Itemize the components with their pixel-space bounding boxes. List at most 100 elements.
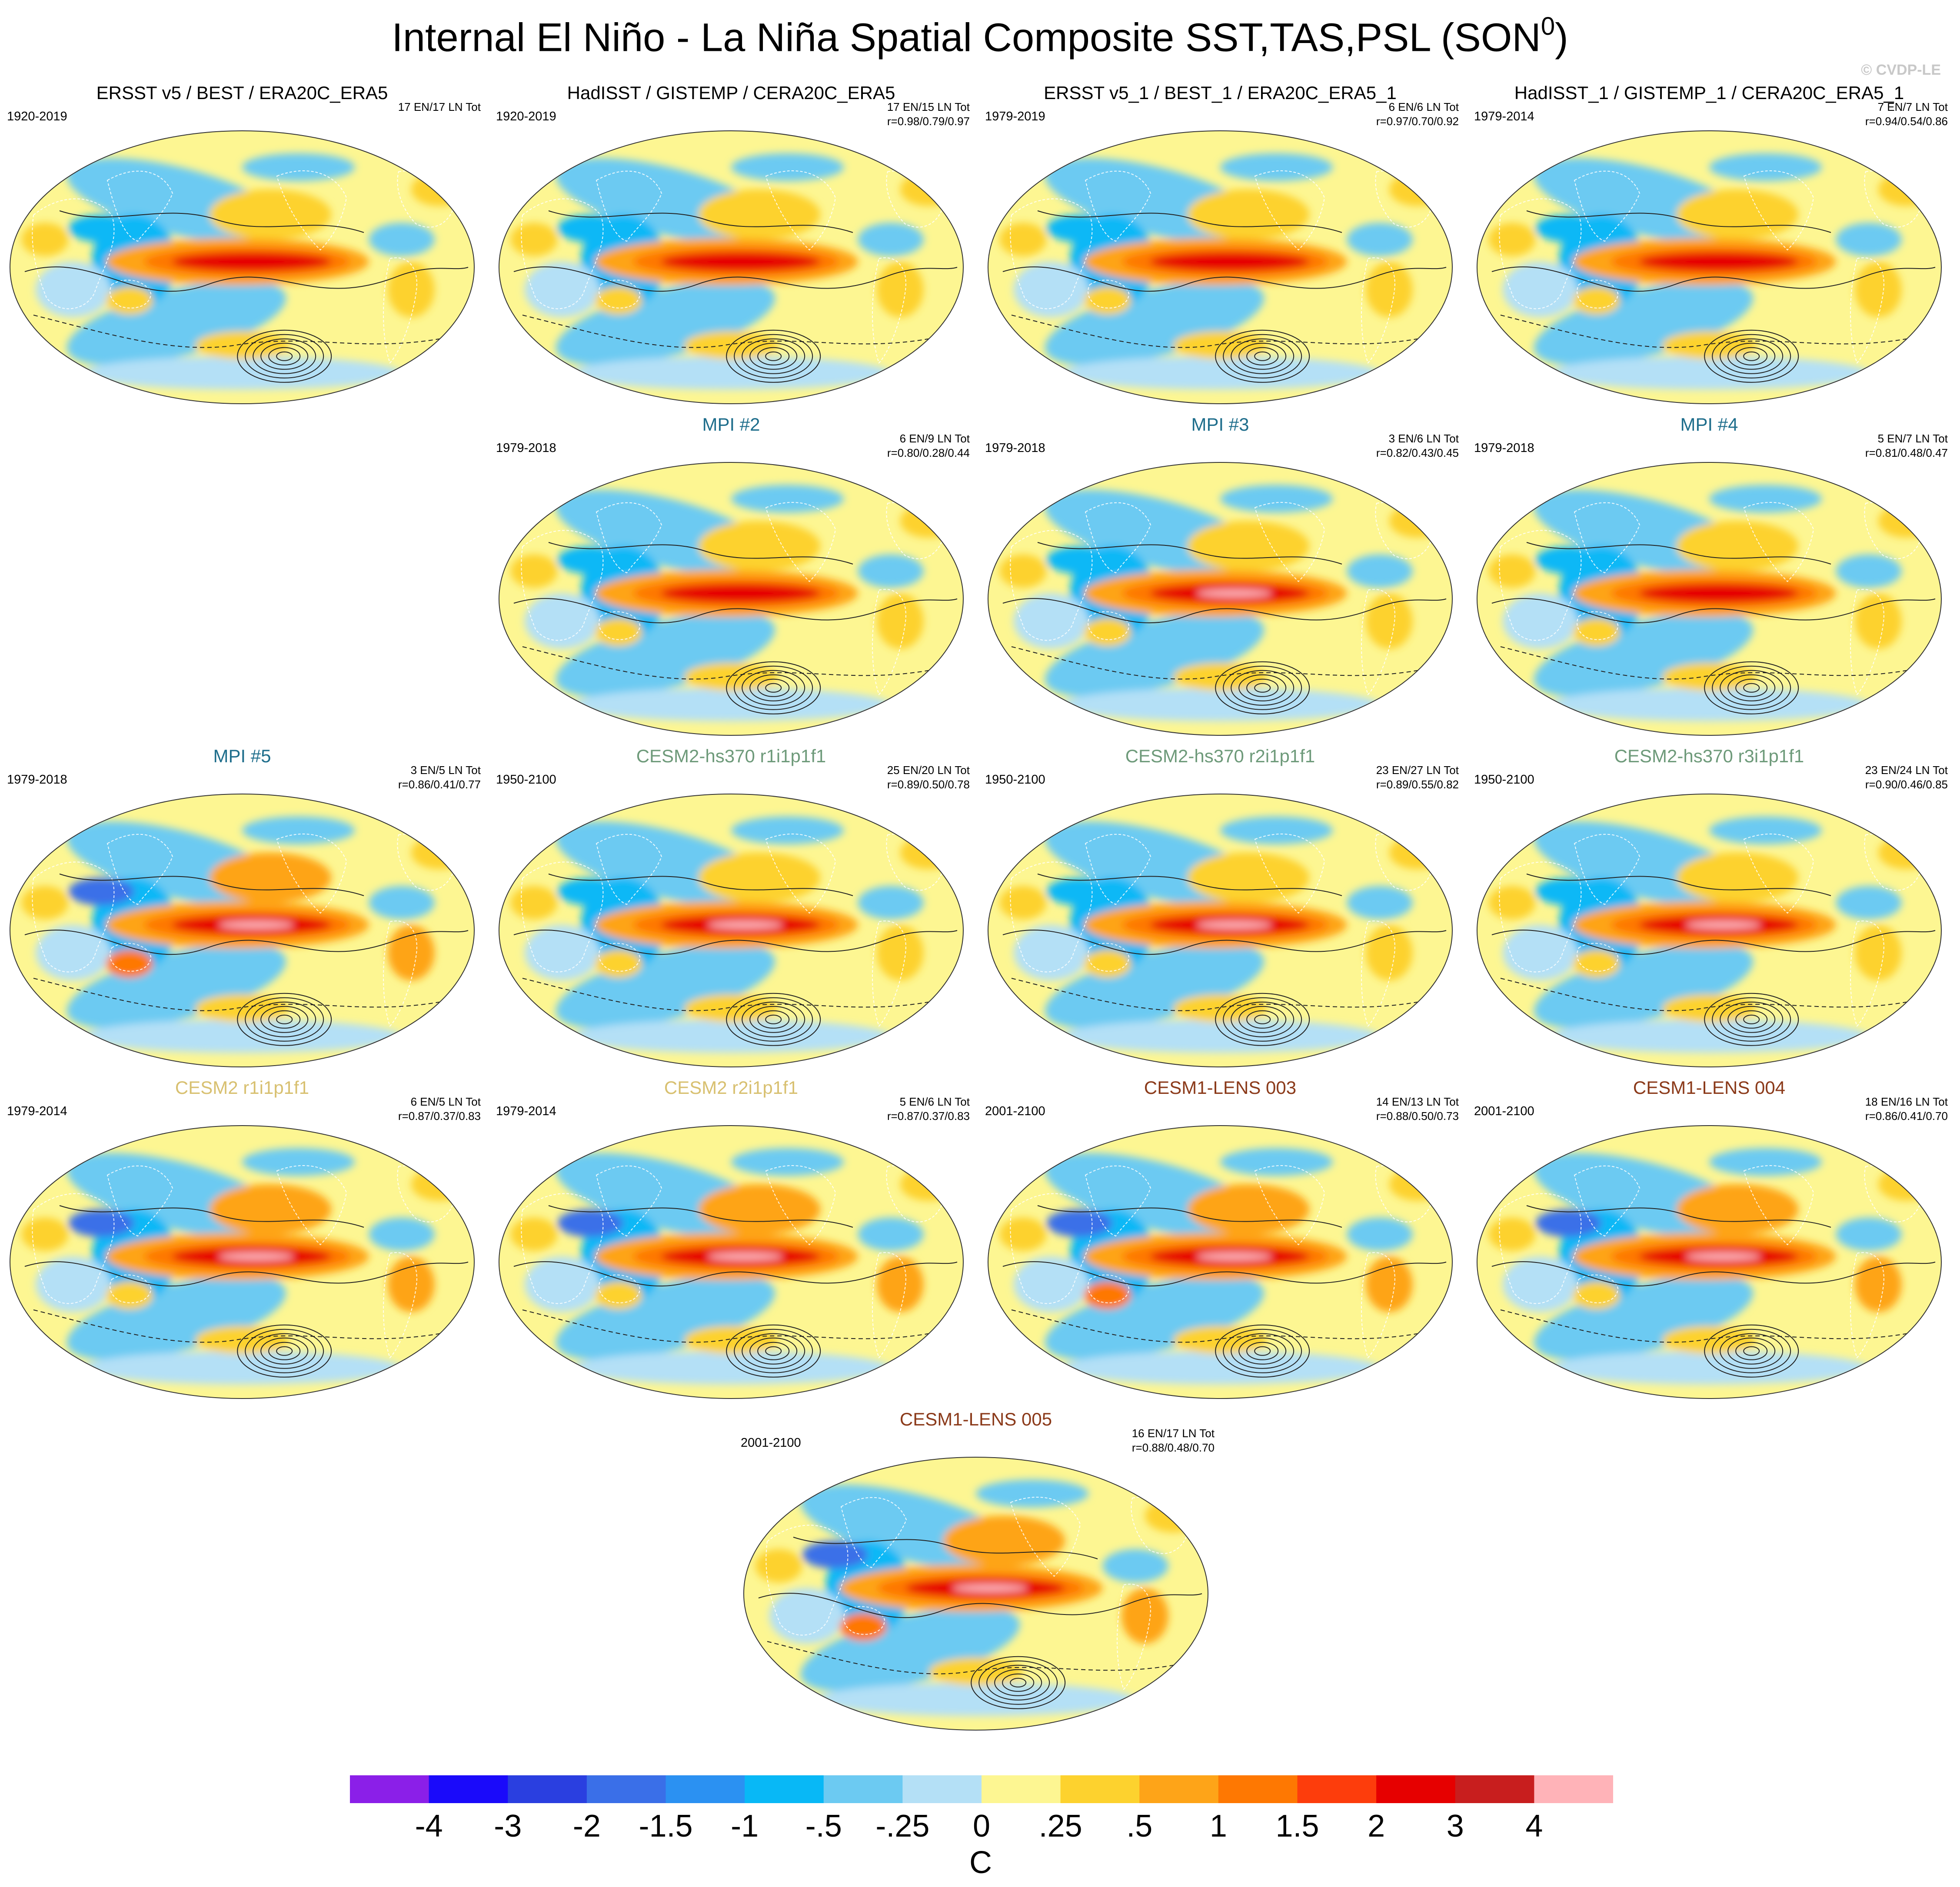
psl-contour-ring bbox=[276, 1346, 293, 1356]
psl-contour-ring bbox=[726, 661, 821, 714]
map-border bbox=[499, 1125, 964, 1399]
psl-contours bbox=[24, 1205, 469, 1378]
psl-contour-ring bbox=[1704, 661, 1799, 714]
anomaly-field bbox=[10, 131, 474, 404]
psl-contour-ring bbox=[978, 1660, 1058, 1705]
psl-contour-ring bbox=[253, 1333, 316, 1369]
global-map bbox=[499, 462, 964, 736]
map-border bbox=[10, 1125, 475, 1399]
cool-anomaly-atlantic bbox=[858, 1217, 924, 1251]
psl-contour-ring bbox=[237, 329, 332, 383]
cool-anomaly-india bbox=[1535, 214, 1601, 243]
cool-anomaly-indian-ocean bbox=[1502, 593, 1578, 649]
psl-contour bbox=[1500, 978, 1918, 1011]
psl-contour-ring bbox=[1215, 1324, 1310, 1378]
colorbar bbox=[350, 1775, 1613, 1803]
warm-anomaly-europe bbox=[1878, 173, 1935, 206]
map-panel: ERSST v5_1 / BEST_1 / ERA20C_ERA5_1 1979-… bbox=[979, 78, 1461, 409]
psl-contour-ring bbox=[1704, 1324, 1799, 1378]
panel-years: 2001-2100 bbox=[985, 1104, 1045, 1118]
panel-event-counts: 23 EN/27 LN Tot bbox=[1376, 764, 1459, 777]
cool-anomaly-india bbox=[68, 1209, 134, 1237]
warm-anomaly-south-america bbox=[876, 593, 924, 649]
psl-contour-ring bbox=[726, 329, 821, 383]
anomaly-field bbox=[1477, 794, 1941, 1067]
enso-tongue-core bbox=[1639, 252, 1799, 272]
cool-anomaly-india bbox=[1046, 1209, 1112, 1237]
colorbar-tick-label: -3 bbox=[494, 1809, 522, 1844]
warm-anomaly-europe bbox=[1878, 504, 1935, 538]
global-map bbox=[743, 1457, 1208, 1731]
cool-anomaly-indian-ocean bbox=[1013, 262, 1089, 318]
colorbar-swatch bbox=[586, 1775, 666, 1803]
psl-contour bbox=[1037, 542, 1342, 565]
cool-anomaly-india bbox=[802, 1541, 868, 1569]
panel-title: MPI #3 bbox=[1191, 414, 1249, 435]
warm-anomaly-europe bbox=[900, 173, 957, 206]
map-panel: MPI #3 1979-2018 3 EN/6 LN Tot r=0.82/0.43/… bbox=[979, 410, 1461, 740]
psl-contour bbox=[1500, 1309, 1918, 1343]
psl-contour-ring bbox=[1246, 1010, 1279, 1029]
warm-anomaly-northeast-pacific bbox=[1676, 189, 1799, 239]
global-map bbox=[10, 130, 475, 404]
warm-anomaly-australia bbox=[1084, 286, 1131, 315]
warm-anomaly-australia bbox=[1084, 618, 1131, 646]
psl-contours bbox=[1002, 1205, 1447, 1378]
map-border bbox=[1477, 462, 1942, 736]
map-panel: CESM2-hs370 r3i1p1f1 1950-2100 23 EN/24 LN… bbox=[1468, 741, 1950, 1072]
anomaly-field bbox=[1477, 1126, 1941, 1399]
panel-event-counts: 25 EN/20 LN Tot bbox=[887, 764, 970, 777]
psl-contours bbox=[1002, 542, 1447, 714]
warm-anomaly-europe bbox=[1878, 836, 1935, 870]
warm-anomaly-south-america bbox=[1854, 1256, 1902, 1312]
cool-anomaly-india bbox=[557, 877, 623, 906]
warm-anomaly-south-america bbox=[1854, 262, 1902, 318]
psl-contour-ring bbox=[734, 997, 813, 1042]
panel-title: ERSST v5 / BEST / ERA20C_ERA5 bbox=[96, 83, 388, 103]
watermark: © CVDP-LE bbox=[1861, 62, 1941, 78]
panel-years: 1920-2019 bbox=[7, 110, 67, 123]
warm-anomaly-northeast-pacific bbox=[1676, 852, 1799, 903]
warm-anomaly-africa bbox=[510, 554, 558, 588]
cool-anomaly-south-pacific bbox=[67, 944, 286, 1029]
warm-anomaly-africa bbox=[1488, 554, 1536, 588]
psl-contour-ring bbox=[1246, 1342, 1279, 1360]
map-border bbox=[988, 1125, 1453, 1399]
psl-contour-ring bbox=[1720, 670, 1784, 706]
global-map bbox=[10, 794, 475, 1067]
psl-contour-ring bbox=[1727, 1006, 1776, 1033]
psl-contour-ring bbox=[1254, 351, 1271, 361]
panel-title: HadISST_1 / GISTEMP_1 / CERA20C_ERA5_1 bbox=[1514, 83, 1904, 103]
warm-anomaly-europe bbox=[900, 836, 957, 870]
warm-anomaly-south-america bbox=[1365, 925, 1413, 981]
anomaly-field bbox=[499, 131, 963, 404]
colorbar-tick-label: 1 bbox=[1209, 1809, 1227, 1844]
enso-tongue-peak bbox=[1197, 589, 1272, 598]
map-border bbox=[10, 794, 475, 1067]
cool-anomaly-atlantic bbox=[1836, 1217, 1902, 1251]
warm-anomaly-australia bbox=[1573, 618, 1620, 646]
cool-anomaly-indian-ocean bbox=[1013, 593, 1089, 649]
global-map bbox=[499, 794, 964, 1067]
figure-title-text: Internal El Niño - La Niña Spatial Compo… bbox=[392, 15, 1541, 60]
psl-contour-ring bbox=[1735, 1010, 1768, 1029]
anomaly-field bbox=[10, 794, 474, 1067]
warm-anomaly-south-america bbox=[1365, 593, 1413, 649]
warm-anomaly-northeast-pacific bbox=[943, 1515, 1065, 1566]
warm-anomaly-europe bbox=[1389, 504, 1446, 538]
psl-contour-ring bbox=[1743, 351, 1760, 361]
psl-contour bbox=[1011, 315, 1429, 348]
psl-contour-ring bbox=[1246, 678, 1279, 697]
cool-anomaly-south-pacific bbox=[1534, 612, 1753, 697]
cool-anomaly-atlantic bbox=[369, 886, 435, 920]
panel-years: 1979-2018 bbox=[985, 441, 1045, 455]
psl-contour-ring bbox=[1238, 1337, 1287, 1365]
warm-anomaly-africa bbox=[1488, 1217, 1536, 1251]
psl-contour bbox=[1526, 874, 1831, 896]
psl-contours bbox=[1491, 1205, 1936, 1378]
warm-anomaly-australia bbox=[1573, 286, 1620, 315]
cool-anomaly-indian-ocean bbox=[1013, 925, 1089, 981]
colorbar-swatch bbox=[1297, 1775, 1377, 1803]
warm-anomaly-africa bbox=[999, 554, 1047, 588]
anomaly-field bbox=[499, 462, 963, 735]
